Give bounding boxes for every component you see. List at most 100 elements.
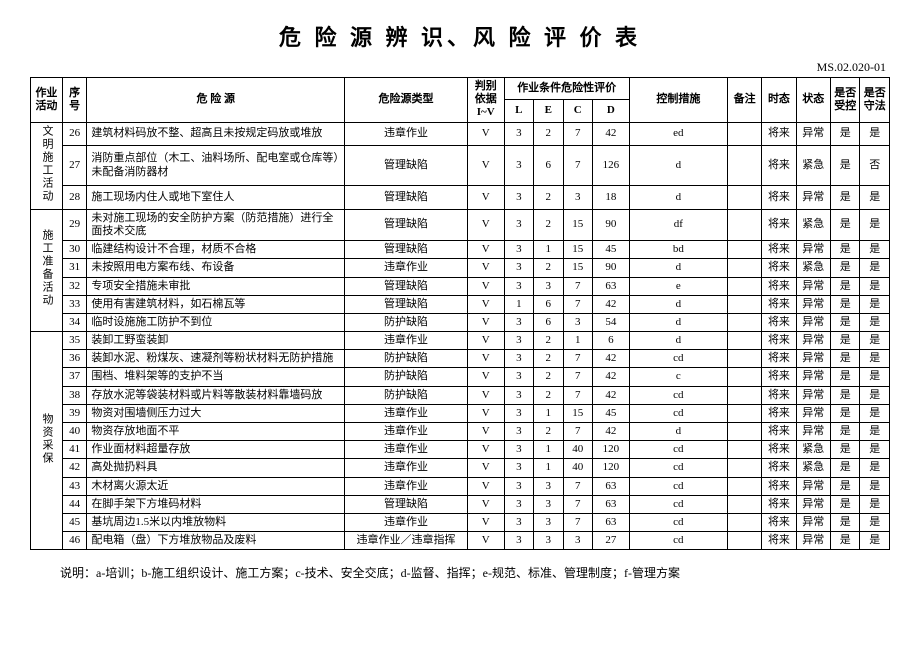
cell-seq: 41 bbox=[62, 441, 87, 459]
cell-seq: 28 bbox=[62, 186, 87, 209]
cell-type: 管理缺陷 bbox=[345, 495, 468, 513]
cell-time: 将来 bbox=[762, 122, 796, 145]
cell-basis: V bbox=[467, 145, 504, 185]
cell-hazard: 物资存放地面不平 bbox=[87, 423, 345, 441]
cell-D: 63 bbox=[592, 513, 629, 531]
cell-yn1: 是 bbox=[830, 332, 859, 350]
cell-basis: V bbox=[467, 209, 504, 240]
cell-D: 18 bbox=[592, 186, 629, 209]
table-row: 31未按照用电方案布线、布设备违章作业V321590d将来紧急是是 bbox=[31, 259, 890, 277]
cell-E: 2 bbox=[534, 350, 563, 368]
cell-hazard: 作业面材料超量存放 bbox=[87, 441, 345, 459]
cell-time: 将来 bbox=[762, 332, 796, 350]
cell-seq: 32 bbox=[62, 277, 87, 295]
cell-ctrl: c bbox=[629, 368, 727, 386]
cell-yn2: 是 bbox=[860, 513, 890, 531]
cell-time: 将来 bbox=[762, 368, 796, 386]
risk-table: 作业活动 序号 危 险 源 危险源类型 判别依据I~V 作业条件危险性评价 控制… bbox=[30, 77, 890, 550]
cell-state: 异常 bbox=[796, 313, 830, 331]
cell-state: 异常 bbox=[796, 404, 830, 422]
cell-type: 管理缺陷 bbox=[345, 145, 468, 185]
cell-L: 3 bbox=[504, 145, 533, 185]
cell-yn1: 是 bbox=[830, 259, 859, 277]
cell-yn2: 是 bbox=[860, 241, 890, 259]
cell-type: 管理缺陷 bbox=[345, 186, 468, 209]
cell-L: 3 bbox=[504, 241, 533, 259]
cell-L: 3 bbox=[504, 368, 533, 386]
cell-state: 异常 bbox=[796, 423, 830, 441]
cell-basis: V bbox=[467, 386, 504, 404]
cell-yn1: 是 bbox=[830, 313, 859, 331]
cell-C: 3 bbox=[563, 532, 592, 550]
cell-ctrl: d bbox=[629, 313, 727, 331]
cell-basis: V bbox=[467, 277, 504, 295]
cell-ctrl: cd bbox=[629, 441, 727, 459]
cell-L: 1 bbox=[504, 295, 533, 313]
table-row: 43木材离火源太近违章作业V33763cd将来异常是是 bbox=[31, 477, 890, 495]
cell-yn2: 是 bbox=[860, 368, 890, 386]
cell-hazard: 基坑周边1.5米以内堆放物料 bbox=[87, 513, 345, 531]
cell-hazard: 装卸工野蛮装卸 bbox=[87, 332, 345, 350]
table-row: 文明施工活动26建筑材料码放不整、超高且未按规定码放或堆放违章作业V32742e… bbox=[31, 122, 890, 145]
th-seq: 序号 bbox=[62, 78, 87, 123]
cell-note bbox=[727, 441, 761, 459]
cell-basis: V bbox=[467, 441, 504, 459]
cell-seq: 40 bbox=[62, 423, 87, 441]
cell-note bbox=[727, 145, 761, 185]
cell-hazard: 高处抛扔料具 bbox=[87, 459, 345, 477]
cell-type: 防护缺陷 bbox=[345, 368, 468, 386]
cell-E: 3 bbox=[534, 277, 563, 295]
cell-time: 将来 bbox=[762, 350, 796, 368]
cell-yn2: 是 bbox=[860, 122, 890, 145]
cell-yn1: 是 bbox=[830, 495, 859, 513]
table-body: 文明施工活动26建筑材料码放不整、超高且未按规定码放或堆放违章作业V32742e… bbox=[31, 122, 890, 550]
cell-D: 42 bbox=[592, 295, 629, 313]
cell-type: 违章作业 bbox=[345, 423, 468, 441]
cell-C: 1 bbox=[563, 332, 592, 350]
cell-basis: V bbox=[467, 495, 504, 513]
cell-C: 7 bbox=[563, 277, 592, 295]
cell-D: 63 bbox=[592, 277, 629, 295]
cell-C: 15 bbox=[563, 259, 592, 277]
cell-E: 2 bbox=[534, 209, 563, 240]
th-yn1: 是否受控 bbox=[830, 78, 859, 123]
cell-time: 将来 bbox=[762, 145, 796, 185]
cell-basis: V bbox=[467, 513, 504, 531]
cell-yn2: 否 bbox=[860, 145, 890, 185]
cell-yn1: 是 bbox=[830, 368, 859, 386]
cell-yn1: 是 bbox=[830, 145, 859, 185]
cell-ctrl: d bbox=[629, 423, 727, 441]
cell-L: 3 bbox=[504, 122, 533, 145]
cell-hazard: 在脚手架下方堆码材料 bbox=[87, 495, 345, 513]
cell-hazard: 未对施工现场的安全防护方案（防范措施）进行全面技术交底 bbox=[87, 209, 345, 240]
cell-state: 异常 bbox=[796, 277, 830, 295]
activity-cell: 文明施工活动 bbox=[31, 122, 63, 209]
cell-ctrl: df bbox=[629, 209, 727, 240]
cell-seq: 29 bbox=[62, 209, 87, 240]
footnote: 说明：a-培训；b-施工组织设计、施工方案；c-技术、安全交底；d-监督、指挥；… bbox=[30, 564, 890, 581]
th-ctrl: 控制措施 bbox=[629, 78, 727, 123]
cell-seq: 26 bbox=[62, 122, 87, 145]
cell-yn1: 是 bbox=[830, 459, 859, 477]
cell-time: 将来 bbox=[762, 404, 796, 422]
cell-time: 将来 bbox=[762, 495, 796, 513]
cell-note bbox=[727, 295, 761, 313]
th-type: 危险源类型 bbox=[345, 78, 468, 123]
cell-D: 120 bbox=[592, 459, 629, 477]
cell-yn2: 是 bbox=[860, 532, 890, 550]
cell-ctrl: cd bbox=[629, 495, 727, 513]
cell-state: 异常 bbox=[796, 332, 830, 350]
cell-hazard: 临时设施施工防护不到位 bbox=[87, 313, 345, 331]
cell-time: 将来 bbox=[762, 477, 796, 495]
cell-E: 3 bbox=[534, 495, 563, 513]
th-activity: 作业活动 bbox=[31, 78, 63, 123]
cell-L: 3 bbox=[504, 423, 533, 441]
cell-note bbox=[727, 532, 761, 550]
cell-yn1: 是 bbox=[830, 350, 859, 368]
cell-D: 6 bbox=[592, 332, 629, 350]
cell-type: 管理缺陷 bbox=[345, 209, 468, 240]
cell-yn2: 是 bbox=[860, 186, 890, 209]
cell-E: 2 bbox=[534, 368, 563, 386]
cell-E: 2 bbox=[534, 122, 563, 145]
cell-note bbox=[727, 186, 761, 209]
